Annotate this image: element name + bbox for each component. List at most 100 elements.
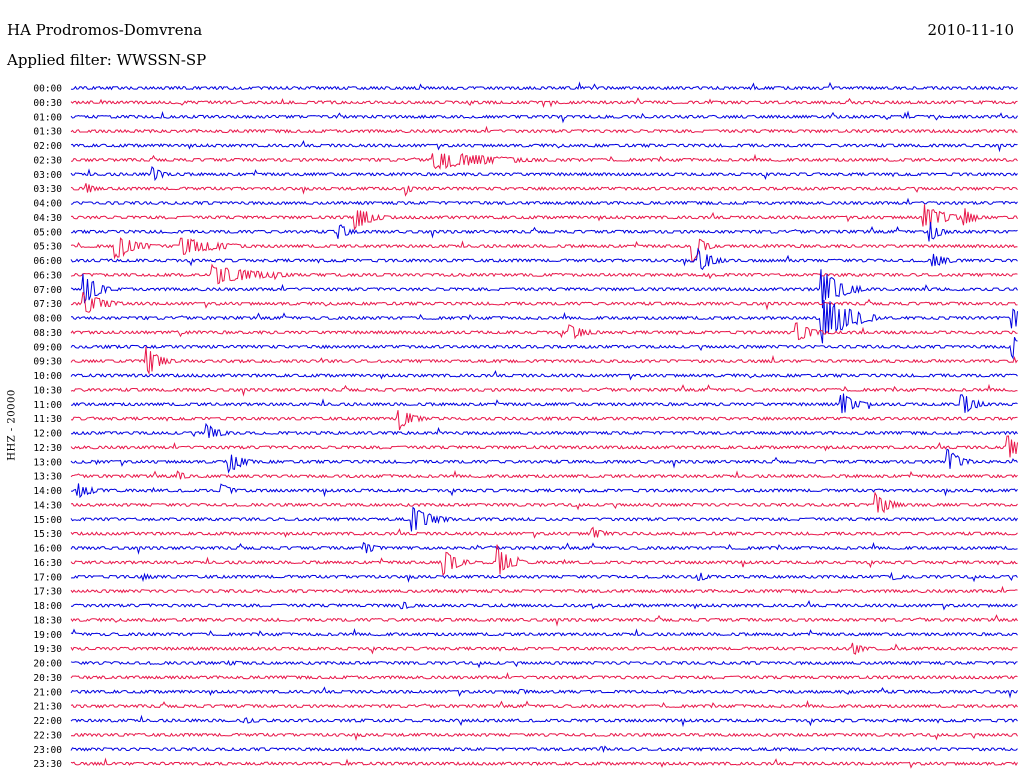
- row-time-label: 20:00: [33, 659, 62, 670]
- row-time-label: 01:00: [33, 112, 62, 123]
- seismic-trace: [70, 526, 1018, 539]
- seismic-trace: [70, 322, 1018, 341]
- seismic-trace: [70, 153, 1018, 170]
- row-time-label: 07:30: [33, 299, 62, 310]
- row-time-label: 15:00: [33, 515, 62, 526]
- row-time-label: 06:00: [33, 256, 62, 267]
- seismic-trace: [70, 269, 1018, 309]
- row-time-label: 18:30: [33, 615, 62, 626]
- seismic-trace: [70, 599, 1018, 611]
- row-time-label: 00:30: [33, 98, 62, 109]
- seismic-trace: [70, 292, 1018, 313]
- row-time-label: 17:00: [33, 572, 62, 583]
- seismic-trace: [70, 491, 1018, 514]
- seismic-trace: [70, 585, 1018, 594]
- date-label: 2010-11-10: [927, 21, 1014, 39]
- row-time-label: 09:30: [33, 357, 62, 368]
- seismic-trace: [70, 686, 1018, 699]
- seismic-trace: [70, 369, 1018, 381]
- row-time-label: 18:00: [33, 601, 62, 612]
- row-time-label: 08:30: [33, 328, 62, 339]
- row-time-label: 12:30: [33, 443, 62, 454]
- row-time-label: 12:00: [33, 429, 62, 440]
- row-time-label: 11:00: [33, 400, 62, 411]
- seismic-trace: [70, 222, 1018, 242]
- row-time-label: 16:00: [33, 544, 62, 555]
- seismic-trace: [70, 166, 1018, 182]
- seismic-trace: [71, 299, 1018, 344]
- station-title: HA Prodromos-Domvrena: [7, 21, 203, 39]
- row-time-label: 14:00: [33, 486, 62, 497]
- row-time-label: 01:30: [33, 127, 62, 138]
- row-time-label: 21:30: [33, 702, 62, 713]
- seismic-trace: [70, 346, 1018, 376]
- row-time-label: 09:00: [33, 342, 62, 353]
- seismic-trace: [70, 544, 1018, 577]
- row-time-label: 05:30: [33, 242, 62, 253]
- row-time-label: 07:00: [33, 285, 62, 296]
- row-time-label: 08:00: [33, 314, 62, 325]
- seismic-trace: [70, 410, 1018, 431]
- seismic-trace: [70, 197, 1018, 206]
- row-time-label: 11:30: [33, 414, 62, 425]
- row-time-label: 03:00: [33, 170, 62, 181]
- row-time-label: 23:00: [33, 745, 62, 756]
- filter-label: Applied filter: WWSSN-SP: [7, 51, 207, 69]
- seismic-trace: [70, 237, 1018, 263]
- row-time-label: 13:30: [33, 472, 62, 483]
- row-time-label: 21:00: [33, 687, 62, 698]
- seismic-trace: [70, 139, 1018, 153]
- seismic-trace: [70, 393, 1018, 414]
- row-time-label: 04:30: [33, 213, 62, 224]
- seismic-trace: [70, 125, 1018, 134]
- row-time-label: 10:00: [33, 371, 62, 382]
- seismic-trace: [70, 506, 1018, 532]
- row-time-label: 04:00: [33, 199, 62, 210]
- seismic-trace: [70, 448, 1018, 474]
- trace-rows: 00:00 00:30 01:00 01:30 02:00 02:30 03:00 03:30…: [33, 81, 1018, 770]
- seismic-trace: [70, 435, 1018, 458]
- row-time-label: 17:30: [33, 587, 62, 598]
- seismic-trace: [70, 745, 1018, 753]
- seismic-trace: [70, 671, 1018, 680]
- seismic-trace: [70, 110, 1018, 124]
- row-time-label: 02:30: [33, 155, 62, 166]
- row-time-label: 22:30: [33, 730, 62, 741]
- row-time-label: 19:30: [33, 644, 62, 655]
- row-time-label: 14:30: [33, 500, 62, 511]
- seismic-trace: [70, 263, 1018, 285]
- row-time-label: 22:00: [33, 716, 62, 727]
- seismic-trace: [70, 422, 1018, 438]
- row-time-label: 10:30: [33, 385, 62, 396]
- row-time-label: 03:30: [33, 184, 62, 195]
- seismic-trace: [70, 247, 1018, 271]
- row-time-label: 23:30: [33, 759, 62, 770]
- row-time-label: 20:30: [33, 673, 62, 684]
- seismic-trace: [70, 757, 1018, 769]
- seismic-trace: [70, 483, 1018, 499]
- seismic-trace: [70, 732, 1018, 741]
- seismic-trace: [70, 97, 1018, 109]
- seismic-trace: [70, 204, 1018, 231]
- seismic-trace: [70, 183, 1018, 197]
- seismic-trace: [70, 541, 1018, 555]
- seismic-trace: [70, 81, 1018, 91]
- seismic-trace: [70, 614, 1018, 627]
- seismic-trace: [70, 699, 1018, 709]
- row-time-label: 19:00: [33, 630, 62, 641]
- seismic-trace: [70, 659, 1018, 669]
- row-time-label: 00:00: [33, 84, 62, 95]
- seismic-trace: [70, 571, 1018, 583]
- seismic-trace: [70, 628, 1018, 637]
- row-time-label: 05:00: [33, 227, 62, 238]
- seismic-trace: [70, 714, 1018, 728]
- row-time-label: 06:30: [33, 270, 62, 281]
- seismic-trace: [70, 642, 1018, 655]
- row-time-label: 16:30: [33, 558, 62, 569]
- seismic-trace: [70, 383, 1018, 397]
- row-time-label: 02:00: [33, 141, 62, 152]
- seismic-trace: [70, 469, 1018, 480]
- seismic-trace: [70, 336, 1018, 360]
- row-time-label: 15:30: [33, 529, 62, 540]
